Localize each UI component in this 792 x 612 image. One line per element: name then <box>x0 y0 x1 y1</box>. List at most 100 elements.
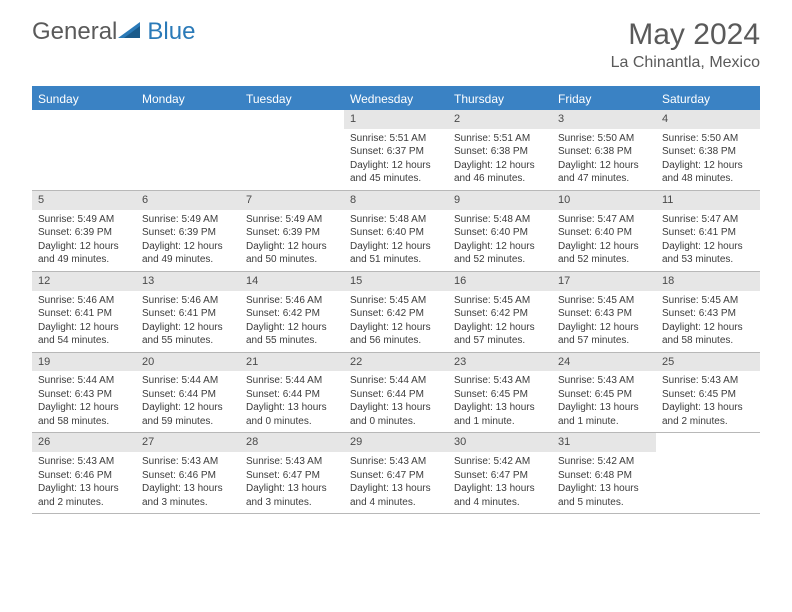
sunset-text: Sunset: 6:39 PM <box>38 226 130 240</box>
sunset-text: Sunset: 6:48 PM <box>558 469 650 483</box>
sunrise-text: Sunrise: 5:49 AM <box>38 213 130 227</box>
day-number <box>32 110 136 114</box>
sunrise-text: Sunrise: 5:50 AM <box>558 132 650 146</box>
weekday-header: Friday <box>552 88 656 110</box>
logo-triangle-icon <box>118 20 144 45</box>
daylight-text: Daylight: 13 hours and 1 minute. <box>454 401 546 428</box>
daylight-text: Daylight: 13 hours and 3 minutes. <box>246 482 338 509</box>
day-number: 1 <box>344 110 448 129</box>
sunrise-text: Sunrise: 5:42 AM <box>558 455 650 469</box>
day-cell: 3Sunrise: 5:50 AMSunset: 6:38 PMDaylight… <box>552 110 656 190</box>
daylight-text: Daylight: 12 hours and 58 minutes. <box>662 321 754 348</box>
sunrise-text: Sunrise: 5:43 AM <box>142 455 234 469</box>
sunset-text: Sunset: 6:41 PM <box>142 307 234 321</box>
day-number <box>656 433 760 437</box>
day-cell: 4Sunrise: 5:50 AMSunset: 6:38 PMDaylight… <box>656 110 760 190</box>
page-header: General Blue May 2024 La Chinantla, Mexi… <box>0 0 792 80</box>
daylight-text: Daylight: 12 hours and 57 minutes. <box>454 321 546 348</box>
sunrise-text: Sunrise: 5:43 AM <box>246 455 338 469</box>
sunrise-text: Sunrise: 5:51 AM <box>454 132 546 146</box>
day-number: 5 <box>32 191 136 210</box>
day-number: 22 <box>344 353 448 372</box>
day-number: 20 <box>136 353 240 372</box>
day-cell: 25Sunrise: 5:43 AMSunset: 6:45 PMDayligh… <box>656 353 760 433</box>
day-cell: 30Sunrise: 5:42 AMSunset: 6:47 PMDayligh… <box>448 433 552 513</box>
daylight-text: Daylight: 12 hours and 55 minutes. <box>142 321 234 348</box>
day-content: Sunrise: 5:45 AMSunset: 6:43 PMDaylight:… <box>552 291 656 352</box>
day-content: Sunrise: 5:48 AMSunset: 6:40 PMDaylight:… <box>344 210 448 271</box>
weekday-header: Tuesday <box>240 88 344 110</box>
daylight-text: Daylight: 12 hours and 55 minutes. <box>246 321 338 348</box>
sunset-text: Sunset: 6:40 PM <box>558 226 650 240</box>
day-content: Sunrise: 5:43 AMSunset: 6:45 PMDaylight:… <box>552 371 656 432</box>
week-row: 19Sunrise: 5:44 AMSunset: 6:43 PMDayligh… <box>32 353 760 434</box>
day-cell: 5 Sunrise: 5:49 AMSunset: 6:39 PMDaylight… <box>32 191 136 271</box>
day-cell: 29Sunrise: 5:43 AMSunset: 6:47 PMDayligh… <box>344 433 448 513</box>
day-content: Sunrise: 5:46 AMSunset: 6:41 PMDaylight:… <box>136 291 240 352</box>
sunrise-text: Sunrise: 5:49 AM <box>246 213 338 227</box>
day-content: Sunrise: 5:42 AMSunset: 6:47 PMDaylight:… <box>448 452 552 513</box>
day-cell: 1Sunrise: 5:51 AMSunset: 6:37 PMDaylight… <box>344 110 448 190</box>
day-cell <box>32 110 136 190</box>
day-number: 27 <box>136 433 240 452</box>
day-cell: 17Sunrise: 5:45 AMSunset: 6:43 PMDayligh… <box>552 272 656 352</box>
day-content: Sunrise: 5:51 AMSunset: 6:37 PMDaylight:… <box>344 129 448 190</box>
day-content: Sunrise: 5:44 AMSunset: 6:44 PMDaylight:… <box>240 371 344 432</box>
day-content: Sunrise: 5:43 AMSunset: 6:45 PMDaylight:… <box>656 371 760 432</box>
daylight-text: Daylight: 13 hours and 4 minutes. <box>454 482 546 509</box>
day-cell <box>240 110 344 190</box>
day-content: Sunrise: 5:42 AMSunset: 6:48 PMDaylight:… <box>552 452 656 513</box>
daylight-text: Daylight: 13 hours and 0 minutes. <box>246 401 338 428</box>
day-cell: 18Sunrise: 5:45 AMSunset: 6:43 PMDayligh… <box>656 272 760 352</box>
daylight-text: Daylight: 12 hours and 50 minutes. <box>246 240 338 267</box>
sunset-text: Sunset: 6:43 PM <box>662 307 754 321</box>
sunrise-text: Sunrise: 5:49 AM <box>142 213 234 227</box>
day-cell: 24Sunrise: 5:43 AMSunset: 6:45 PMDayligh… <box>552 353 656 433</box>
daylight-text: Daylight: 12 hours and 49 minutes. <box>38 240 130 267</box>
day-number: 29 <box>344 433 448 452</box>
day-cell: 21Sunrise: 5:44 AMSunset: 6:44 PMDayligh… <box>240 353 344 433</box>
sunset-text: Sunset: 6:47 PM <box>350 469 442 483</box>
daylight-text: Daylight: 13 hours and 2 minutes. <box>662 401 754 428</box>
daylight-text: Daylight: 13 hours and 5 minutes. <box>558 482 650 509</box>
weekday-header-row: SundayMondayTuesdayWednesdayThursdayFrid… <box>32 88 760 110</box>
day-content: Sunrise: 5:46 AMSunset: 6:42 PMDaylight:… <box>240 291 344 352</box>
sunrise-text: Sunrise: 5:47 AM <box>558 213 650 227</box>
sunset-text: Sunset: 6:45 PM <box>662 388 754 402</box>
day-number: 11 <box>656 191 760 210</box>
daylight-text: Daylight: 12 hours and 45 minutes. <box>350 159 442 186</box>
day-cell: 15Sunrise: 5:45 AMSunset: 6:42 PMDayligh… <box>344 272 448 352</box>
day-content: Sunrise: 5:49 AMSunset: 6:39 PMDaylight:… <box>136 210 240 271</box>
day-number: 30 <box>448 433 552 452</box>
day-number: 16 <box>448 272 552 291</box>
sunset-text: Sunset: 6:38 PM <box>662 145 754 159</box>
day-cell: 10Sunrise: 5:47 AMSunset: 6:40 PMDayligh… <box>552 191 656 271</box>
sunrise-text: Sunrise: 5:45 AM <box>558 294 650 308</box>
sunrise-text: Sunrise: 5:44 AM <box>246 374 338 388</box>
sunset-text: Sunset: 6:38 PM <box>454 145 546 159</box>
day-number: 8 <box>344 191 448 210</box>
sunset-text: Sunset: 6:41 PM <box>662 226 754 240</box>
day-content: Sunrise: 5:50 AMSunset: 6:38 PMDaylight:… <box>656 129 760 190</box>
sunset-text: Sunset: 6:46 PM <box>142 469 234 483</box>
sunset-text: Sunset: 6:44 PM <box>246 388 338 402</box>
sunrise-text: Sunrise: 5:45 AM <box>350 294 442 308</box>
day-number: 24 <box>552 353 656 372</box>
day-number: 21 <box>240 353 344 372</box>
day-content: Sunrise: 5:51 AMSunset: 6:38 PMDaylight:… <box>448 129 552 190</box>
day-number: 25 <box>656 353 760 372</box>
day-cell: 7Sunrise: 5:49 AMSunset: 6:39 PMDaylight… <box>240 191 344 271</box>
day-content: Sunrise: 5:43 AMSunset: 6:45 PMDaylight:… <box>448 371 552 432</box>
sunset-text: Sunset: 6:41 PM <box>38 307 130 321</box>
day-content: Sunrise: 5:50 AMSunset: 6:38 PMDaylight:… <box>552 129 656 190</box>
daylight-text: Daylight: 13 hours and 4 minutes. <box>350 482 442 509</box>
sunrise-text: Sunrise: 5:44 AM <box>38 374 130 388</box>
sunrise-text: Sunrise: 5:48 AM <box>454 213 546 227</box>
day-cell: 19Sunrise: 5:44 AMSunset: 6:43 PMDayligh… <box>32 353 136 433</box>
day-content: Sunrise: 5:44 AMSunset: 6:43 PMDaylight:… <box>32 371 136 432</box>
sunset-text: Sunset: 6:47 PM <box>454 469 546 483</box>
daylight-text: Daylight: 12 hours and 51 minutes. <box>350 240 442 267</box>
sunset-text: Sunset: 6:38 PM <box>558 145 650 159</box>
day-number: 9 <box>448 191 552 210</box>
daylight-text: Daylight: 12 hours and 46 minutes. <box>454 159 546 186</box>
